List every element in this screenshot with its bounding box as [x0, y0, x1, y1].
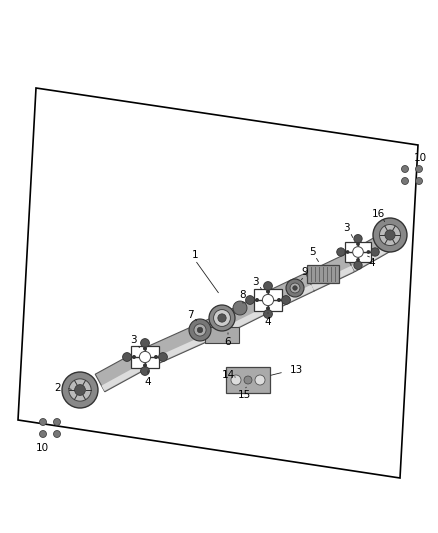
- Polygon shape: [345, 231, 395, 272]
- Text: 16: 16: [371, 209, 385, 219]
- FancyBboxPatch shape: [307, 265, 339, 283]
- Polygon shape: [306, 254, 354, 291]
- Text: 4: 4: [145, 377, 151, 387]
- Circle shape: [264, 281, 272, 290]
- Polygon shape: [143, 328, 224, 368]
- Circle shape: [266, 289, 270, 294]
- Circle shape: [416, 166, 423, 173]
- Circle shape: [354, 261, 362, 270]
- Circle shape: [264, 310, 272, 318]
- Circle shape: [379, 224, 400, 246]
- Circle shape: [231, 375, 241, 385]
- Circle shape: [371, 248, 379, 256]
- Text: 6: 6: [225, 337, 231, 347]
- Circle shape: [218, 314, 226, 322]
- FancyBboxPatch shape: [226, 367, 270, 393]
- Polygon shape: [311, 266, 354, 290]
- Text: 1: 1: [192, 250, 198, 260]
- Polygon shape: [269, 285, 314, 310]
- Circle shape: [293, 286, 297, 290]
- Circle shape: [353, 247, 363, 257]
- Text: 3: 3: [343, 223, 350, 233]
- Circle shape: [416, 177, 423, 184]
- Circle shape: [402, 177, 409, 184]
- Circle shape: [123, 353, 131, 361]
- Text: 10: 10: [35, 443, 49, 453]
- Circle shape: [255, 375, 265, 385]
- Circle shape: [290, 283, 300, 293]
- Text: 8: 8: [240, 290, 246, 300]
- Circle shape: [209, 305, 235, 331]
- FancyBboxPatch shape: [254, 289, 282, 311]
- FancyBboxPatch shape: [345, 241, 371, 262]
- Circle shape: [356, 242, 360, 246]
- Polygon shape: [102, 362, 146, 391]
- Text: 4: 4: [265, 317, 271, 327]
- Circle shape: [282, 296, 290, 304]
- Text: 3: 3: [252, 277, 258, 287]
- Circle shape: [246, 296, 254, 304]
- FancyBboxPatch shape: [205, 327, 239, 343]
- Circle shape: [356, 258, 360, 262]
- Polygon shape: [215, 293, 272, 335]
- Circle shape: [402, 166, 409, 173]
- Circle shape: [143, 364, 147, 367]
- Circle shape: [141, 338, 149, 348]
- Circle shape: [354, 235, 362, 243]
- Circle shape: [233, 301, 247, 315]
- Circle shape: [214, 310, 230, 326]
- Text: 9: 9: [302, 267, 308, 277]
- Circle shape: [189, 319, 211, 341]
- Text: 7: 7: [187, 310, 193, 320]
- Circle shape: [39, 431, 46, 438]
- Polygon shape: [138, 316, 224, 369]
- Circle shape: [385, 230, 395, 240]
- Circle shape: [373, 218, 407, 252]
- Circle shape: [69, 379, 91, 401]
- Circle shape: [53, 431, 60, 438]
- Text: 2: 2: [55, 383, 61, 393]
- Circle shape: [277, 298, 281, 302]
- Circle shape: [194, 324, 206, 336]
- Text: 14: 14: [221, 370, 235, 380]
- Circle shape: [346, 250, 350, 254]
- Circle shape: [143, 346, 147, 351]
- Circle shape: [141, 367, 149, 375]
- Circle shape: [132, 355, 136, 359]
- Circle shape: [255, 298, 259, 302]
- Circle shape: [262, 294, 274, 305]
- Text: 4: 4: [369, 258, 375, 268]
- Text: 15: 15: [237, 390, 251, 400]
- Polygon shape: [352, 243, 395, 271]
- Circle shape: [139, 351, 151, 362]
- Circle shape: [159, 353, 167, 361]
- Circle shape: [367, 250, 371, 254]
- Polygon shape: [95, 351, 147, 392]
- Circle shape: [62, 372, 98, 408]
- Circle shape: [286, 279, 304, 297]
- Text: 3: 3: [130, 335, 136, 345]
- Circle shape: [337, 248, 345, 256]
- Text: 10: 10: [413, 153, 427, 163]
- Circle shape: [154, 355, 158, 359]
- Circle shape: [266, 306, 270, 310]
- Circle shape: [74, 385, 85, 395]
- Text: 13: 13: [290, 365, 303, 375]
- Circle shape: [39, 418, 46, 425]
- Circle shape: [244, 376, 252, 384]
- Polygon shape: [221, 305, 272, 334]
- FancyBboxPatch shape: [131, 346, 159, 368]
- Circle shape: [197, 327, 203, 333]
- Text: 5: 5: [309, 247, 315, 257]
- Polygon shape: [264, 273, 314, 311]
- Circle shape: [53, 418, 60, 425]
- Polygon shape: [18, 88, 418, 478]
